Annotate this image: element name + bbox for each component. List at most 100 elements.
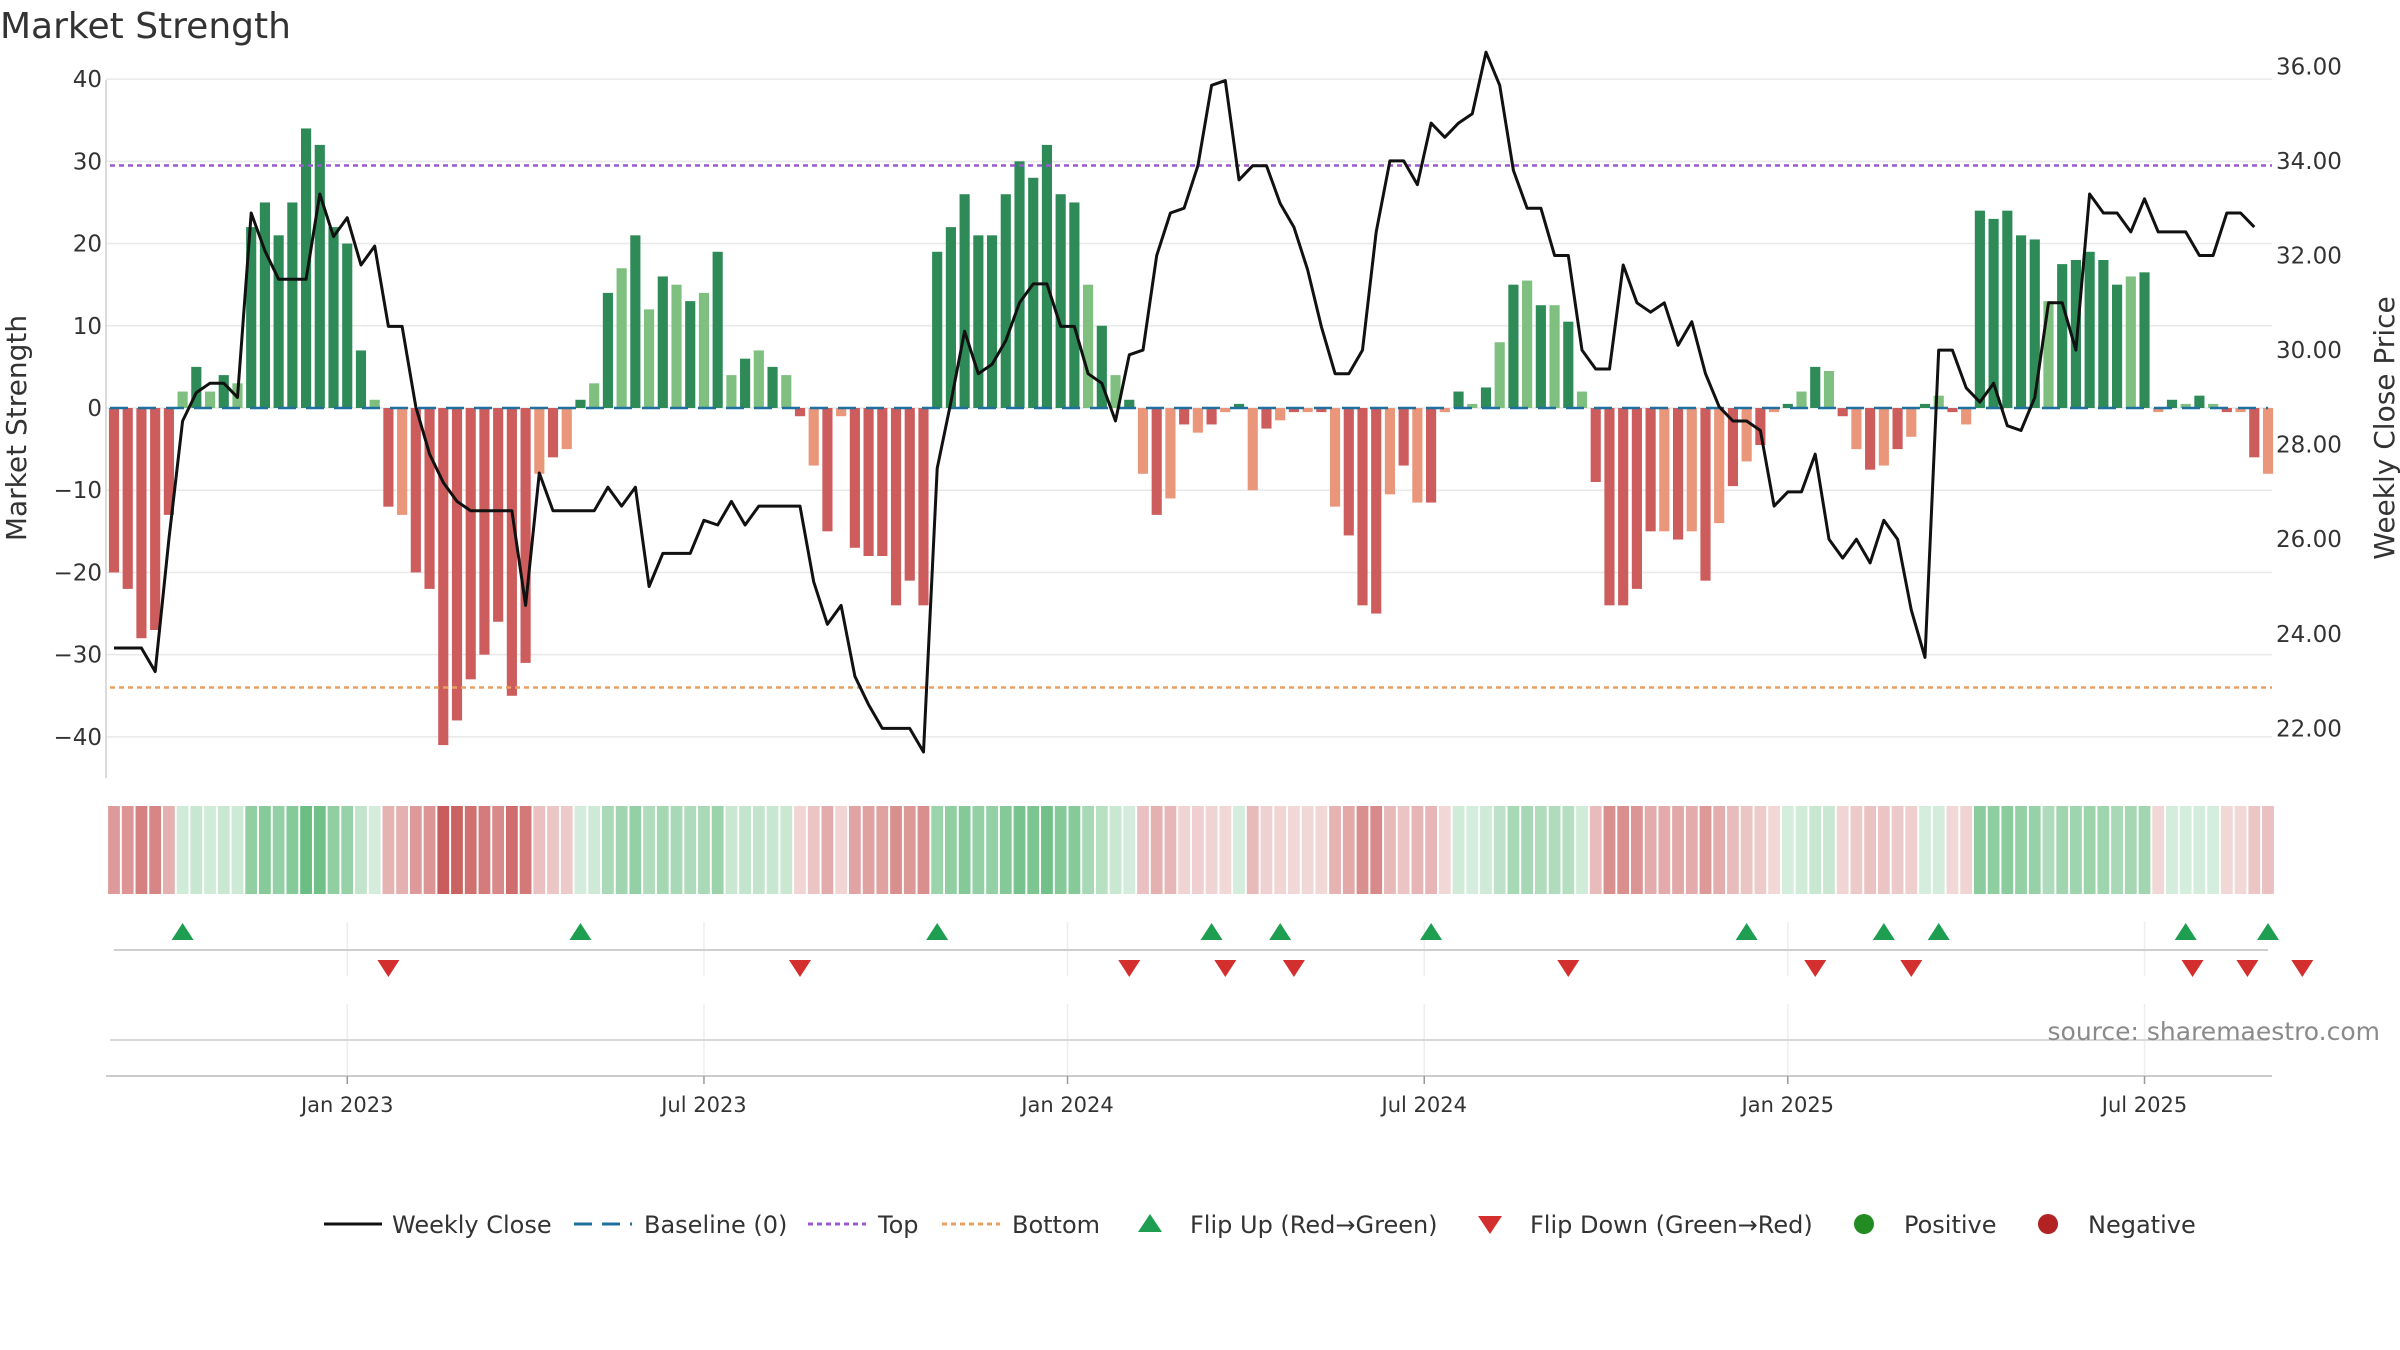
strength-bar — [1508, 284, 1519, 408]
strength-bar — [1769, 408, 1780, 413]
heatmap-cell — [1685, 806, 1698, 894]
heatmap-cell — [1191, 806, 1204, 894]
y-tick-label-left: −20 — [53, 560, 102, 586]
strength-bar — [1343, 408, 1354, 536]
strength-bar — [890, 408, 902, 606]
strength-bar — [1659, 408, 1670, 532]
strength-bar — [1055, 194, 1066, 408]
x-tick-label: Jul 2024 — [1380, 1093, 1467, 1117]
flip-up-marker — [926, 923, 949, 940]
heatmap-cell — [300, 806, 312, 894]
heatmap-cell — [1754, 806, 1767, 894]
strength-bar — [767, 366, 778, 408]
heatmap-cell — [1850, 806, 1863, 894]
strength-bar — [397, 408, 408, 515]
flip-down-marker — [1900, 960, 1923, 977]
strength-bar — [2112, 284, 2123, 408]
flip-up-marker — [1200, 923, 1223, 940]
flip-up-marker — [2174, 923, 2197, 940]
heatmap-cell — [423, 806, 436, 894]
heatmap-cell — [1480, 806, 1492, 894]
flip-up-marker — [1872, 923, 1895, 940]
strength-bar — [1028, 177, 1039, 408]
heatmap-cell — [368, 806, 381, 894]
heatmap-cell — [1274, 806, 1287, 894]
strength-bar — [1233, 403, 1245, 408]
heatmap-cell — [1233, 806, 1245, 894]
strength-bar — [465, 408, 476, 680]
y-tick-label-left: 20 — [73, 232, 102, 258]
legend-label: Positive — [1904, 1211, 1997, 1239]
strength-bar — [1069, 202, 1080, 408]
legend-label: Negative — [2088, 1211, 2196, 1239]
heatmap-cell — [1054, 806, 1067, 894]
heatmap-cell — [999, 806, 1012, 894]
strength-bar — [1137, 408, 1149, 474]
heatmap-cell — [1356, 806, 1369, 894]
y-tick-label-left: 30 — [73, 149, 102, 175]
heatmap-cell — [725, 806, 738, 894]
strength-bar — [1302, 408, 1313, 413]
heatmap-cell — [2234, 806, 2247, 894]
strength-bar — [1631, 408, 1642, 589]
strength-bar — [1083, 284, 1094, 408]
strength-bar — [1041, 144, 1053, 408]
x-tick-label: Jan 2024 — [1019, 1093, 1114, 1117]
heatmap-cell — [2262, 806, 2274, 894]
heatmap-cell — [670, 806, 683, 894]
heatmap-cell — [1287, 806, 1300, 894]
heatmap-cell — [1932, 806, 1945, 894]
strength-bar — [1124, 399, 1135, 408]
heatmap-cell — [1329, 806, 1341, 894]
heatmap-cell — [341, 806, 354, 894]
heatmap-cell — [1891, 806, 1904, 894]
heatmap-cell — [1068, 806, 1081, 894]
strength-bar — [534, 408, 545, 474]
strength-bar — [259, 202, 270, 408]
strength-bar — [2125, 276, 2136, 408]
heatmap-cell — [752, 806, 765, 894]
heatmap-cell — [917, 806, 930, 894]
heatmap-cell — [1795, 806, 1808, 894]
strength-bar — [1823, 371, 1835, 408]
strength-bar — [424, 408, 435, 589]
strength-bar — [342, 243, 353, 408]
heatmap-cell — [807, 806, 820, 894]
heatmap-cell — [217, 806, 230, 894]
strength-bar — [602, 292, 613, 408]
x-axis: Jan 2023 Jul 2023 Jan 2024 Jul 2024 Jan 2025… — [299, 1076, 2187, 1117]
heatmap-cell — [272, 806, 285, 894]
strength-bar — [2029, 239, 2040, 408]
strength-bar — [1453, 391, 1464, 408]
heatmap-cell — [1699, 806, 1712, 894]
heatmap-cell — [2083, 806, 2096, 894]
heatmap-cell — [2248, 806, 2261, 894]
heatmap-cell — [505, 806, 518, 894]
strength-bar — [1288, 408, 1299, 413]
heatmap-cell — [492, 806, 505, 894]
heatmap-cell — [1452, 806, 1465, 894]
heatmap-cell — [931, 806, 944, 894]
strength-bar — [273, 235, 284, 408]
heatmap-cell — [533, 806, 546, 894]
flip-down-marker — [2291, 960, 2314, 977]
strength-bar — [863, 408, 874, 556]
heatmap-cell — [862, 806, 875, 894]
strength-bar — [1645, 408, 1656, 532]
legend-dot — [2038, 1214, 2058, 1234]
strength-bar — [1906, 408, 1917, 437]
heatmap-cell — [1315, 806, 1328, 894]
heatmap-cell — [108, 806, 120, 894]
strength-bar — [1672, 408, 1684, 540]
heatmap-cell — [519, 806, 532, 894]
strength-bar — [1727, 408, 1739, 487]
strength-bar — [726, 375, 737, 408]
heatmap-cell — [711, 806, 724, 894]
strength-bar — [438, 408, 449, 746]
heatmap-cell — [162, 806, 175, 894]
y-axis-right-label: Weekly Close Price — [2368, 296, 2400, 559]
strength-bar — [630, 235, 641, 408]
strength-bar — [204, 391, 216, 408]
strength-bar — [685, 301, 696, 408]
